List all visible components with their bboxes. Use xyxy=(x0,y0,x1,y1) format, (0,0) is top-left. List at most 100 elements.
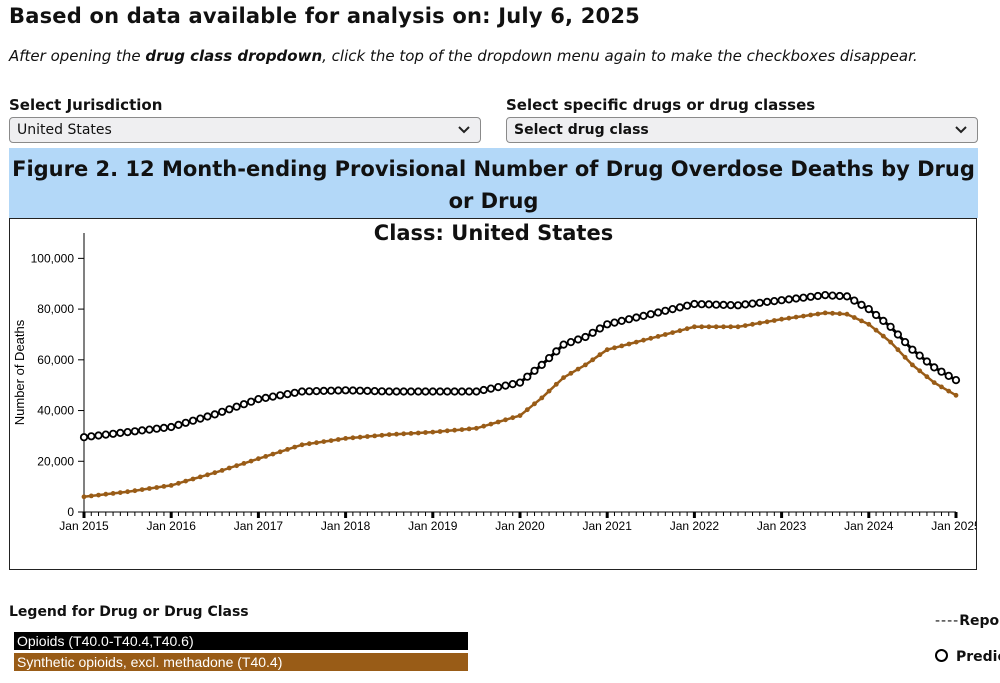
page-heading: Based on data available for analysis on:… xyxy=(9,4,640,28)
opioids-point xyxy=(639,311,648,321)
opioids-point xyxy=(937,367,946,376)
opioids-point xyxy=(610,318,619,327)
synthetic-point xyxy=(132,488,138,494)
y-tick-label: 80,000 xyxy=(37,302,74,316)
x-tick-label: Jan 2019 xyxy=(408,519,458,533)
synthetic-point xyxy=(328,438,334,443)
synthetic-point xyxy=(561,375,566,380)
opioids-point xyxy=(857,300,866,310)
y-tick-label: 60,000 xyxy=(37,353,74,367)
chart-frame: 0 20,000 40,000 60,000 80,000 100,000 Number o… xyxy=(9,218,981,570)
synthetic-point xyxy=(241,461,247,466)
opioids-point xyxy=(123,428,132,437)
opioids-point xyxy=(203,412,212,421)
opioids-point xyxy=(573,335,583,344)
synthetic-point xyxy=(568,370,574,376)
opioids-point xyxy=(385,387,394,396)
opioids-point xyxy=(784,295,794,304)
opioids-point xyxy=(704,300,714,309)
opioids-point xyxy=(842,292,852,301)
x-tick-label: Jan 2016 xyxy=(147,519,197,533)
synthetic-point xyxy=(205,472,210,478)
opioids-point xyxy=(145,425,154,434)
drug-class-select[interactable]: Select drug class xyxy=(506,117,978,143)
jurisdiction-select[interactable]: United States xyxy=(9,117,481,143)
synthetic-point xyxy=(880,333,886,339)
opioids-point xyxy=(116,428,125,437)
opioids-point xyxy=(806,292,815,301)
synthetic-point xyxy=(350,435,356,441)
synthetic-point xyxy=(902,354,908,360)
chevron-down-icon xyxy=(955,126,967,134)
opioids-point xyxy=(581,332,590,342)
synthetic-point xyxy=(757,320,763,326)
opioids-point xyxy=(697,300,706,309)
synthetic-point xyxy=(299,442,305,448)
synthetic-point xyxy=(735,324,741,330)
figure-title-line1: Figure 2. 12 Month-ending Provisional Nu… xyxy=(12,157,975,213)
opioids-point xyxy=(472,387,481,396)
synthetic-point xyxy=(379,432,385,438)
opioids-point xyxy=(290,388,299,397)
synthetic-point xyxy=(452,427,457,433)
synthetic-point xyxy=(604,347,610,353)
synthetic-point xyxy=(655,334,661,339)
opioids-point xyxy=(406,387,416,396)
synthetic-point xyxy=(263,454,269,459)
opioids-point xyxy=(523,372,532,381)
x-tick-label: Jan 2015 xyxy=(59,519,109,533)
synthetic-point xyxy=(830,310,835,316)
synthetic-point xyxy=(335,437,341,442)
y-tick-label: 20,000 xyxy=(37,454,74,468)
legend-item-synthetic-opioids[interactable]: Synthetic opioids, excl. methadone (T40.… xyxy=(14,653,468,671)
opioids-point xyxy=(435,387,445,396)
synthetic-point xyxy=(430,429,436,435)
synthetic-point xyxy=(801,313,806,319)
synthetic-point xyxy=(728,324,734,330)
synthetic-point xyxy=(226,465,232,471)
opioids-point xyxy=(138,426,147,435)
synthetic-point xyxy=(764,319,770,325)
synthetic-point xyxy=(684,326,690,332)
opioids-point xyxy=(363,386,372,395)
synthetic-point xyxy=(779,316,784,322)
synthetic-point xyxy=(713,324,719,330)
synthetic-point xyxy=(415,430,421,436)
synthetic-point xyxy=(619,343,625,349)
opioids-point xyxy=(377,387,386,396)
synthetic-point xyxy=(190,476,196,482)
opioids-point xyxy=(167,422,176,432)
opioids-point xyxy=(494,383,503,392)
opioids-point xyxy=(210,410,219,419)
opioids-point xyxy=(879,316,888,326)
opioids-point xyxy=(79,433,89,442)
opioids-point xyxy=(617,316,626,326)
opioids-point xyxy=(661,306,670,315)
synthetic-point xyxy=(503,417,508,423)
legend-title: Legend for Drug or Drug Class xyxy=(9,604,249,620)
opioids-point xyxy=(595,324,605,333)
x-tick-label: Jan 2020 xyxy=(495,519,545,533)
opioids-point xyxy=(450,387,459,396)
legend-item-opioids[interactable]: Opioids (T40.0-T40.4,T40.6) xyxy=(14,632,468,650)
opioids-point xyxy=(421,387,430,396)
opioids-point xyxy=(312,387,321,396)
opioids-point xyxy=(675,303,685,312)
synthetic-point xyxy=(851,315,857,320)
synthetic-point xyxy=(277,449,283,455)
opioids-point xyxy=(900,338,910,347)
synthetic-point xyxy=(750,321,755,327)
synthetic-point xyxy=(197,474,203,480)
synthetic-point xyxy=(408,431,414,436)
synthetic-point xyxy=(677,328,683,334)
opioids-point xyxy=(922,357,932,366)
synthetic-point xyxy=(234,463,240,469)
synthetic-point xyxy=(793,314,799,320)
opioids-point xyxy=(777,296,786,305)
opioids-point xyxy=(850,296,859,305)
opioids-point xyxy=(268,392,277,401)
synthetic-point xyxy=(219,468,225,473)
synthetic-point xyxy=(662,332,668,337)
synthetic-point xyxy=(314,440,319,446)
reported-key-label: Repor xyxy=(959,613,1000,629)
